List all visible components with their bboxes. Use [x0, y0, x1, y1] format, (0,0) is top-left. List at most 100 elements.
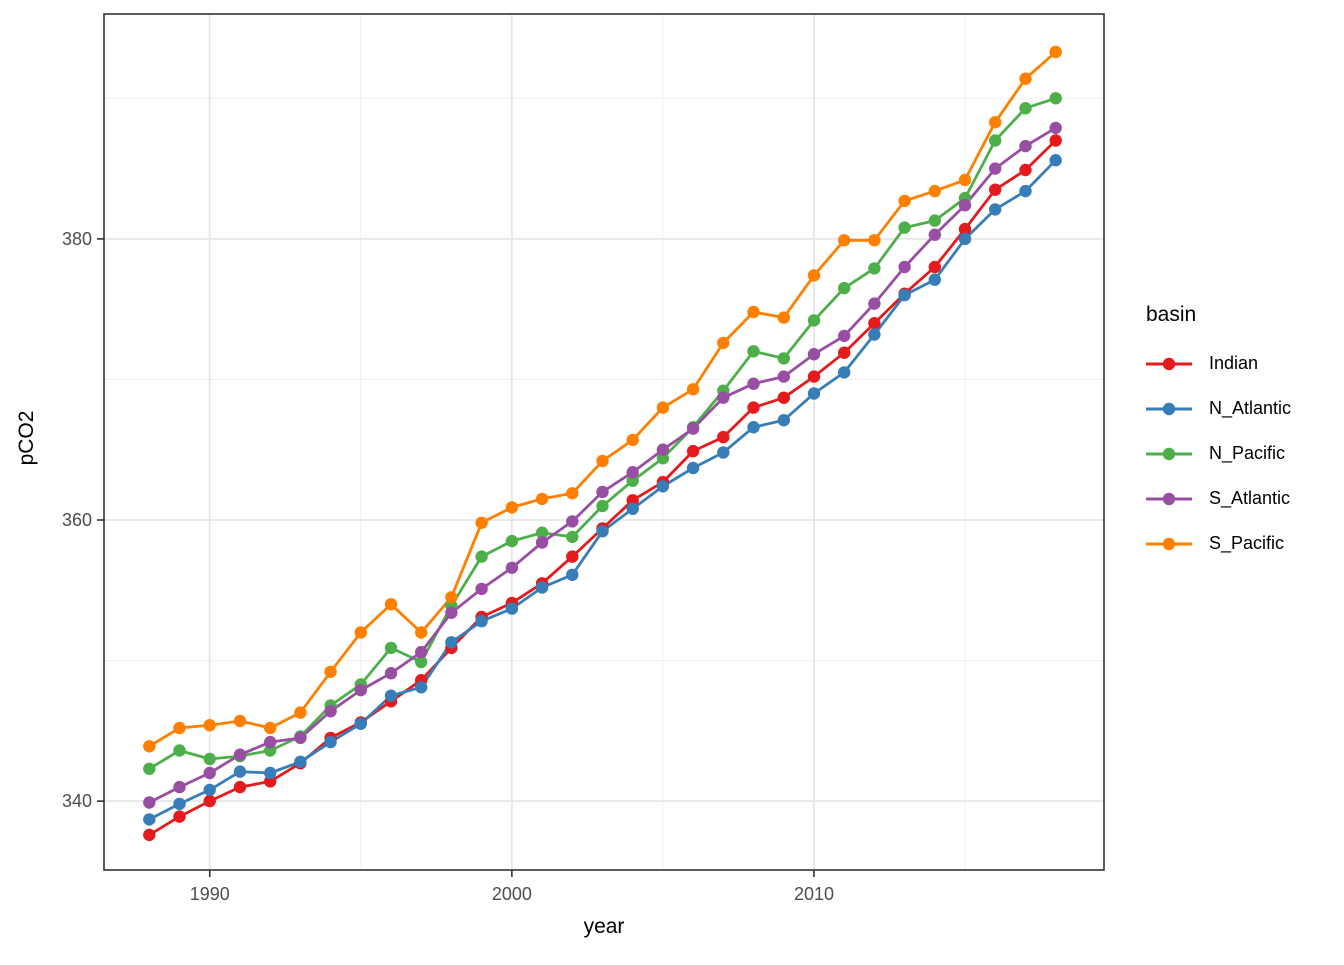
data-point-N_Pacific	[535, 526, 549, 539]
data-point-S_Atlantic	[838, 329, 851, 343]
data-point-N_Atlantic	[445, 636, 458, 649]
data-point-N_Atlantic	[233, 765, 247, 778]
panel-background	[104, 14, 1104, 870]
data-point-S_Pacific	[838, 234, 851, 247]
legend-label-S_Pacific: S_Pacific	[1209, 533, 1285, 553]
x-tick-label: 1990	[190, 884, 230, 904]
data-point-S_Pacific	[505, 501, 519, 514]
data-point-S_Pacific	[354, 626, 367, 639]
data-point-S_Pacific	[989, 116, 1002, 129]
data-point-S_Pacific	[324, 665, 337, 678]
data-point-N_Pacific	[626, 474, 639, 487]
data-point-N_Pacific	[1049, 92, 1062, 105]
data-point-S_Pacific	[777, 311, 790, 324]
data-point-N_Atlantic	[354, 717, 367, 730]
data-point-S_Pacific	[535, 492, 549, 506]
data-point-S_Atlantic	[264, 735, 277, 749]
data-point-N_Pacific	[868, 262, 881, 275]
data-point-Indian	[566, 550, 579, 563]
data-point-N_Atlantic	[928, 273, 941, 286]
data-point-N_Atlantic	[777, 414, 790, 427]
data-point-S_Atlantic	[656, 443, 670, 456]
data-point-N_Atlantic	[294, 755, 307, 768]
data-point-S_Atlantic	[415, 645, 428, 659]
legend-label-N_Atlantic: N_Atlantic	[1209, 398, 1292, 418]
data-point-S_Pacific	[566, 487, 579, 500]
legend-entry-Indian: Indian	[1146, 341, 1291, 386]
data-point-S_Pacific	[626, 433, 639, 447]
data-point-N_Atlantic	[475, 615, 488, 628]
data-point-N_Pacific	[384, 641, 398, 655]
data-point-S_Pacific	[264, 721, 277, 735]
data-point-S_Atlantic	[717, 391, 730, 404]
data-point-S_Pacific	[384, 598, 398, 611]
data-point-S_Atlantic	[535, 536, 549, 549]
data-point-N_Atlantic	[958, 232, 972, 246]
data-point-S_Pacific	[445, 591, 458, 604]
data-point-N_Atlantic	[686, 461, 700, 475]
data-point-N_Atlantic	[868, 328, 881, 341]
data-point-Indian	[233, 780, 247, 794]
legend-label-Indian: Indian	[1209, 353, 1259, 373]
panel-border	[103, 13, 1105, 871]
data-point-N_Atlantic	[535, 581, 549, 594]
data-point-Indian	[203, 794, 216, 808]
data-point-N_Atlantic	[384, 689, 398, 702]
data-point-Indian	[838, 346, 851, 359]
data-point-Indian	[626, 494, 639, 507]
data-point-Indian	[143, 828, 156, 842]
data-point-N_Pacific	[505, 534, 519, 548]
data-point-N_Atlantic	[626, 502, 639, 515]
legend-key-icon	[1146, 402, 1192, 415]
data-point-Indian	[928, 260, 941, 274]
data-point-N_Pacific	[596, 499, 609, 513]
data-point-S_Atlantic	[294, 731, 307, 745]
data-point-N_Atlantic	[717, 446, 730, 459]
legend-entry-S_Atlantic: S_Atlantic	[1146, 476, 1291, 521]
data-point-N_Atlantic	[989, 203, 1002, 216]
data-point-N_Atlantic	[203, 783, 216, 797]
data-point-S_Atlantic	[233, 748, 247, 761]
data-point-S_Atlantic	[354, 683, 367, 697]
data-point-Indian	[958, 222, 972, 236]
y-axis-title: pCO2	[15, 410, 38, 466]
data-point-S_Atlantic	[566, 515, 579, 528]
data-point-S_Pacific	[475, 516, 488, 529]
data-point-N_Atlantic	[838, 366, 851, 379]
data-point-S_Pacific	[203, 719, 216, 732]
data-point-S_Pacific	[747, 305, 760, 319]
data-point-S_Atlantic	[384, 667, 398, 680]
data-point-S_Pacific	[898, 194, 911, 208]
data-point-S_Pacific	[928, 184, 941, 198]
data-point-S_Atlantic	[686, 422, 700, 435]
data-point-Indian	[807, 370, 821, 383]
data-point-S_Atlantic	[445, 606, 458, 619]
data-point-S_Pacific	[1019, 72, 1032, 85]
data-point-Indian	[747, 401, 760, 414]
data-point-S_Atlantic	[989, 162, 1002, 175]
data-point-S_Atlantic	[143, 796, 156, 809]
data-point-N_Pacific	[898, 221, 911, 234]
data-point-N_Atlantic	[747, 421, 760, 434]
legend-title: basin	[1146, 303, 1197, 326]
data-point-N_Pacific	[173, 744, 186, 757]
data-point-S_Pacific	[686, 383, 700, 396]
data-point-N_Pacific	[807, 314, 821, 327]
data-point-S_Atlantic	[324, 705, 337, 718]
data-point-S_Atlantic	[626, 466, 639, 479]
data-point-N_Pacific	[1019, 102, 1032, 115]
data-point-N_Atlantic	[324, 735, 337, 749]
data-point-N_Atlantic	[807, 387, 821, 400]
data-point-N_Atlantic	[143, 813, 156, 826]
data-point-Indian	[686, 444, 700, 458]
data-point-S_Pacific	[415, 626, 428, 639]
legend-entry-N_Pacific: N_Pacific	[1146, 431, 1291, 476]
data-point-N_Pacific	[143, 762, 156, 775]
data-point-S_Atlantic	[807, 348, 821, 361]
data-point-S_Atlantic	[958, 199, 972, 212]
legend-label-N_Pacific: N_Pacific	[1209, 443, 1286, 463]
legend: basin Indian N_Atlantic N_Pacific S_Atlanti…	[1146, 303, 1291, 566]
data-point-N_Pacific	[777, 352, 790, 365]
